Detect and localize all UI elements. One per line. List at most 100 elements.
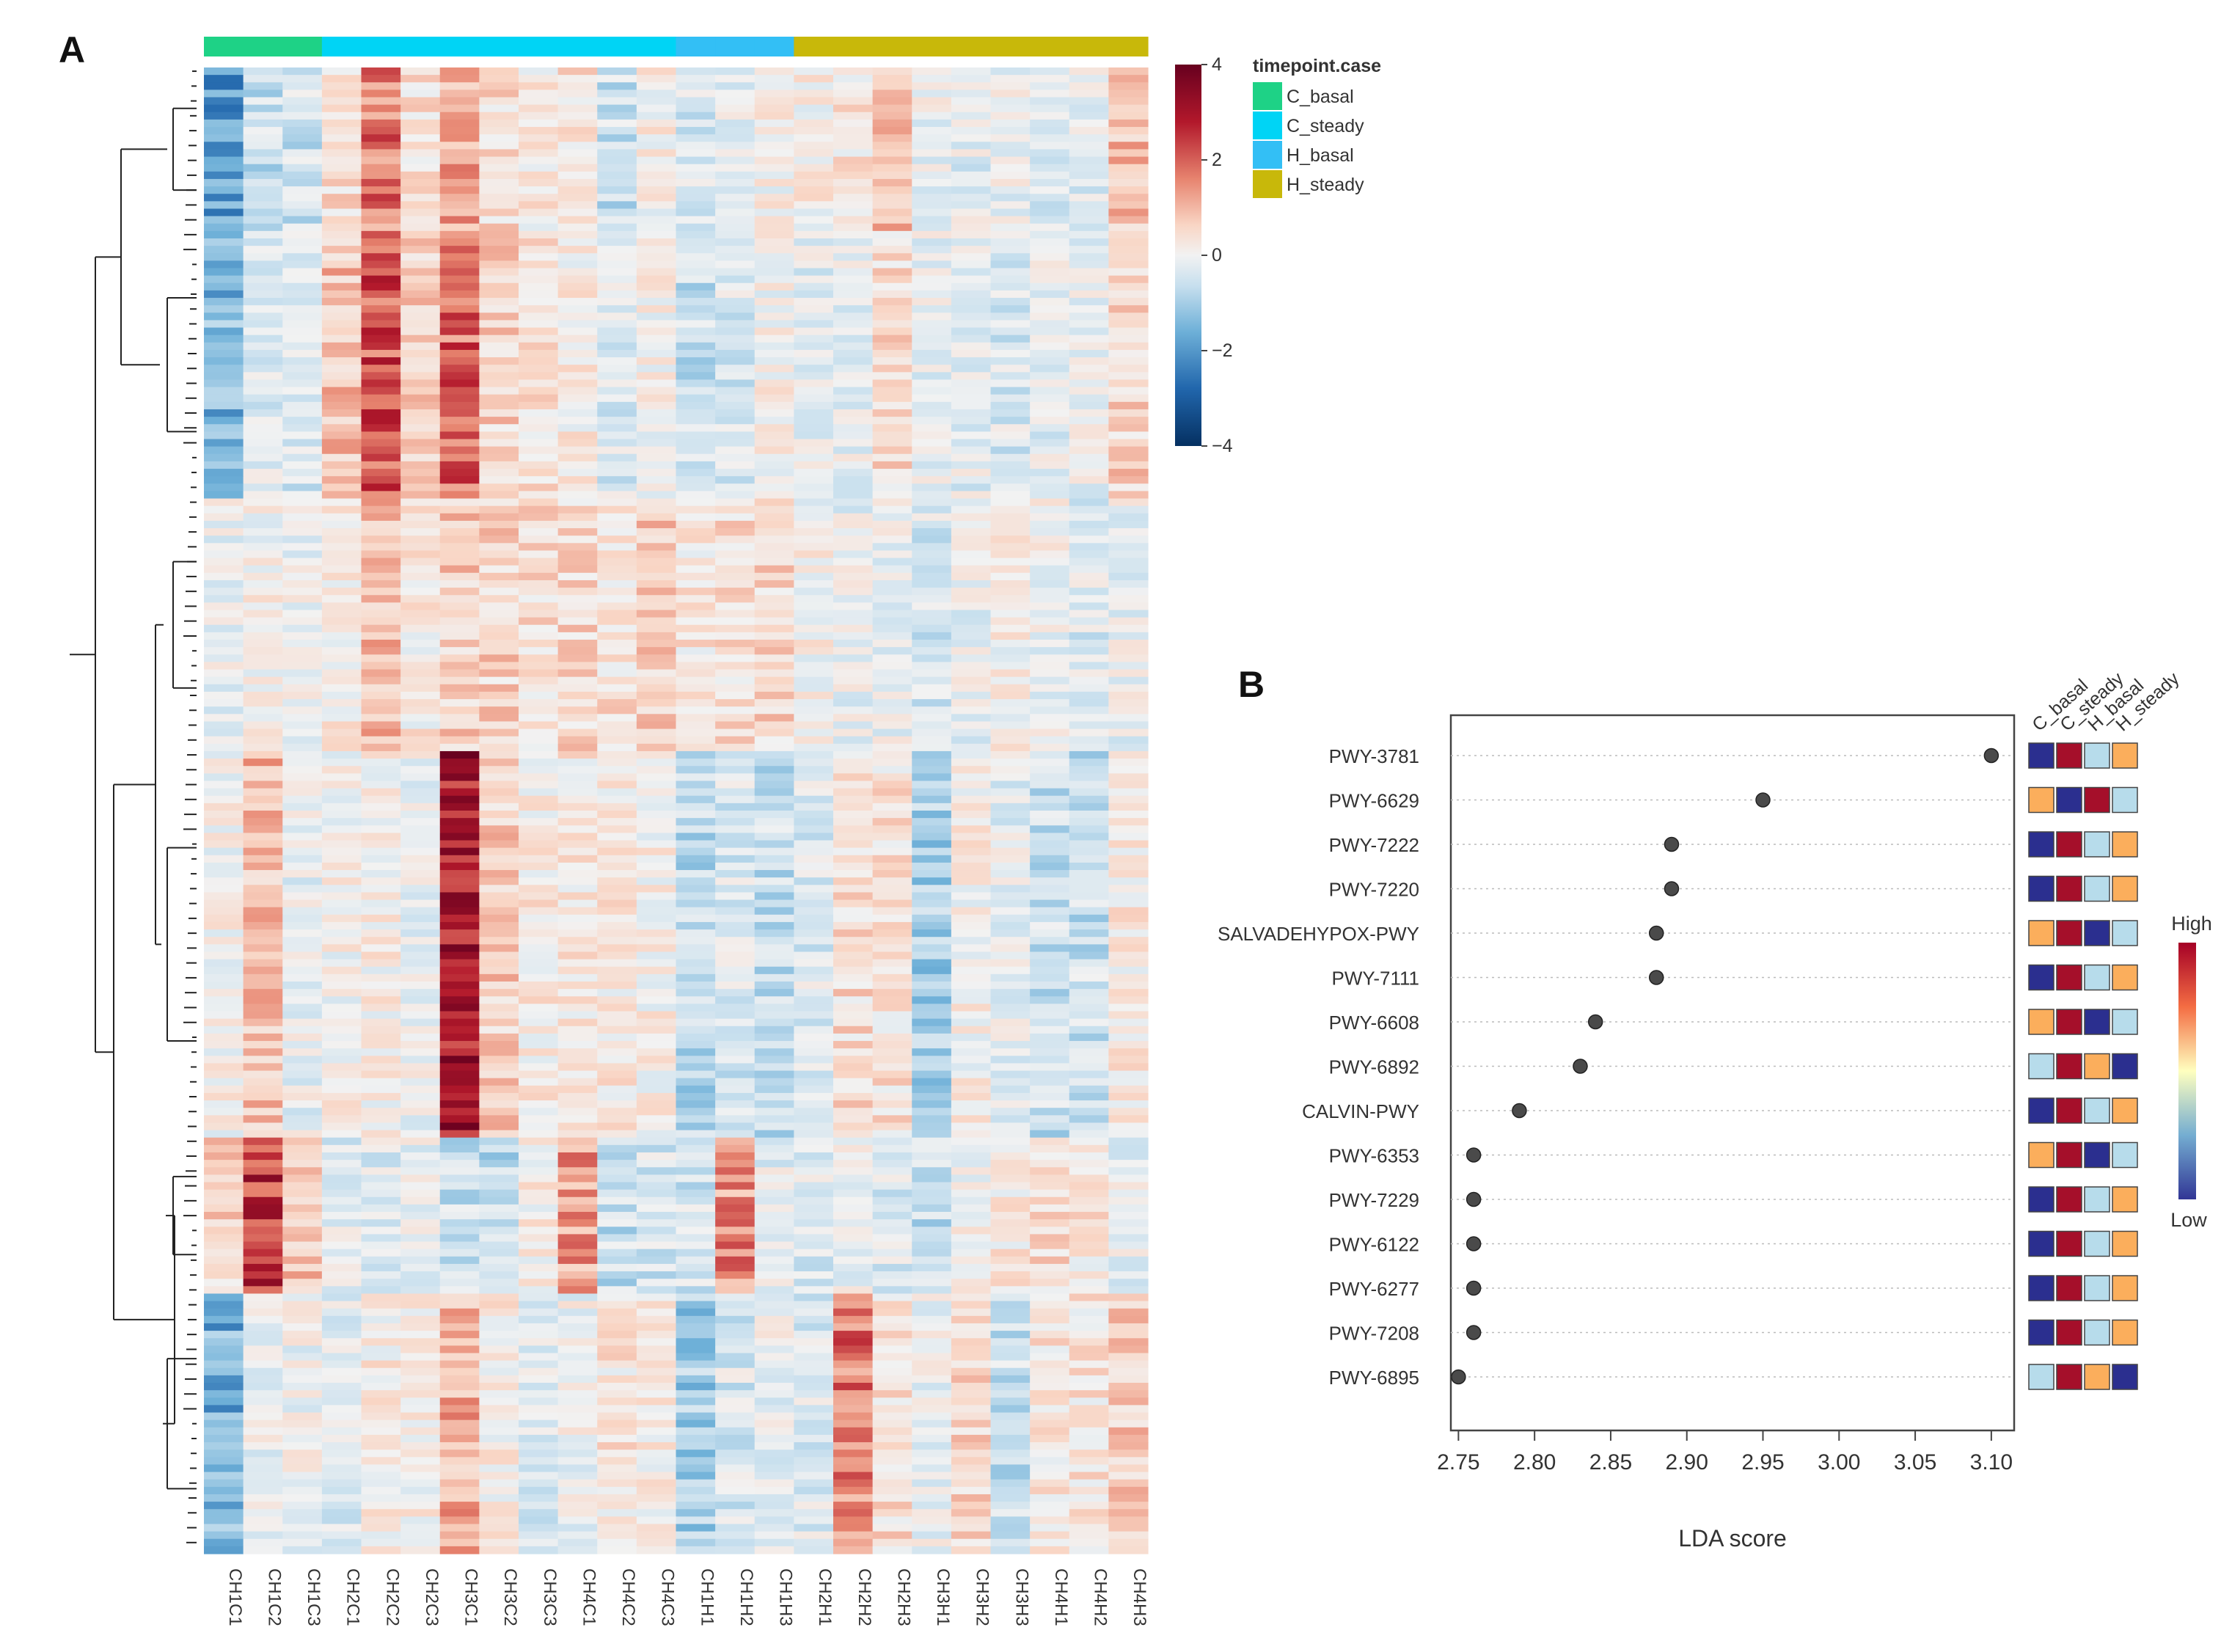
heatmap-cell bbox=[872, 781, 912, 789]
heatmap-cell bbox=[912, 669, 952, 678]
heatmap-cell bbox=[361, 1383, 401, 1391]
heatmap-cell bbox=[794, 877, 834, 885]
heatmap-cell bbox=[321, 1189, 362, 1198]
heatmap-cell bbox=[754, 1167, 794, 1175]
heatmap-cell bbox=[400, 951, 441, 960]
heatmap-cell bbox=[361, 1108, 401, 1116]
heatmap-cell bbox=[204, 870, 244, 878]
heatmap-cell bbox=[951, 781, 992, 789]
heatmap-cell bbox=[361, 1531, 401, 1540]
heatmap-cell bbox=[400, 885, 441, 893]
heatmap-cell bbox=[361, 699, 401, 707]
heatmap-cell bbox=[204, 1078, 244, 1086]
heatmap-cell bbox=[321, 728, 362, 737]
heatmap-cell bbox=[912, 691, 952, 700]
heatmap-cell bbox=[794, 446, 834, 455]
heatmap-cell bbox=[1069, 750, 1109, 759]
heatmap-cell bbox=[754, 365, 794, 373]
heatmap-cell bbox=[754, 743, 794, 752]
heatmap-cell bbox=[912, 558, 952, 566]
heatmap-cell bbox=[951, 1204, 992, 1213]
heatmap-cell bbox=[1069, 431, 1109, 440]
heatmap-cell bbox=[676, 1301, 716, 1309]
heatmap-cell bbox=[990, 647, 1031, 655]
heatmap-cell bbox=[872, 684, 912, 692]
heatmap-cell bbox=[400, 743, 441, 752]
heatmap-cell bbox=[557, 1546, 598, 1554]
heatmap-cell bbox=[990, 714, 1031, 723]
heatmap-cell bbox=[990, 1212, 1031, 1220]
heatmap-cell bbox=[519, 127, 559, 135]
heatmap-cell bbox=[361, 654, 401, 662]
heatmap-cell bbox=[754, 944, 794, 953]
heatmap-cell bbox=[636, 305, 677, 313]
heatmap-cell bbox=[557, 1182, 598, 1191]
heatmap-cell bbox=[519, 781, 559, 789]
heatmap-cell bbox=[833, 476, 874, 484]
heatmap-cell bbox=[715, 989, 755, 997]
heatmap-cell bbox=[636, 565, 677, 574]
heatmap-cell bbox=[636, 298, 677, 306]
heatmap-cell bbox=[1030, 1160, 1070, 1168]
heatmap-cell bbox=[1030, 1063, 1070, 1072]
heatmap-cell bbox=[1069, 387, 1109, 395]
heatmap-cell bbox=[400, 1457, 441, 1466]
heatmap-cell bbox=[282, 260, 323, 269]
heatmap-cell bbox=[519, 750, 559, 759]
heatmap-cell bbox=[1030, 372, 1070, 381]
heatmap-cell bbox=[951, 743, 992, 752]
heatmap-cell bbox=[951, 691, 992, 700]
heatmap-cell bbox=[676, 298, 716, 306]
heatmap-cell bbox=[204, 640, 244, 648]
heatmap-cell bbox=[400, 1286, 441, 1295]
heatmap-cell bbox=[321, 387, 362, 395]
heatmap-cell bbox=[361, 750, 401, 759]
heatmap-cell bbox=[912, 840, 952, 849]
heatmap-cell bbox=[1069, 1293, 1109, 1302]
heatmap-cell bbox=[361, 282, 401, 291]
heatmap-cell bbox=[676, 238, 716, 246]
heatmap-cell bbox=[400, 1130, 441, 1139]
heatmap-cell bbox=[321, 669, 362, 678]
heatmap-cell bbox=[479, 714, 519, 723]
heatmap-cell bbox=[243, 1427, 283, 1436]
heatmap-cell bbox=[439, 1092, 480, 1101]
heatmap-cell bbox=[872, 773, 912, 782]
heatmap-cell bbox=[715, 981, 755, 990]
heatmap-cell bbox=[1030, 365, 1070, 373]
heatmap-cell bbox=[597, 498, 637, 507]
heatmap-cell bbox=[479, 907, 519, 915]
heatmap-cell bbox=[597, 342, 637, 351]
heatmap-cell bbox=[951, 476, 992, 484]
heatmap-cell bbox=[1069, 580, 1109, 588]
heatmap-cell bbox=[321, 721, 362, 730]
heatmap-cell bbox=[243, 640, 283, 648]
heatmap-cell bbox=[361, 1011, 401, 1020]
heatmap-cell bbox=[1069, 104, 1109, 113]
heatmap-cell bbox=[1069, 892, 1109, 901]
heatmap-cell bbox=[1030, 230, 1070, 239]
heatmap-cell bbox=[794, 855, 834, 863]
heatmap-cell bbox=[1108, 275, 1149, 284]
heatmap-cell bbox=[479, 1271, 519, 1279]
heatmap-cell bbox=[282, 736, 323, 745]
heatmap-cell bbox=[676, 728, 716, 737]
heatmap-cell bbox=[400, 788, 441, 797]
heatmap-cell bbox=[794, 134, 834, 142]
heatmap-cell bbox=[636, 320, 677, 329]
heatmap-cell bbox=[243, 1301, 283, 1309]
heatmap-cell bbox=[361, 208, 401, 217]
heatmap-cell bbox=[636, 951, 677, 960]
heatmap-cell bbox=[636, 349, 677, 358]
heatmap-cell bbox=[872, 431, 912, 440]
heatmap-cell bbox=[479, 728, 519, 737]
heatmap-cell bbox=[479, 773, 519, 782]
heatmap-cell bbox=[912, 1144, 952, 1153]
heatmap-cell bbox=[1030, 142, 1070, 150]
heatmap-cell bbox=[912, 1122, 952, 1131]
heatmap-cell bbox=[833, 781, 874, 789]
heatmap-cell bbox=[794, 469, 834, 477]
heatmap-cell bbox=[990, 624, 1031, 633]
heatmap-cell bbox=[321, 305, 362, 313]
heatmap-cell bbox=[951, 1457, 992, 1466]
